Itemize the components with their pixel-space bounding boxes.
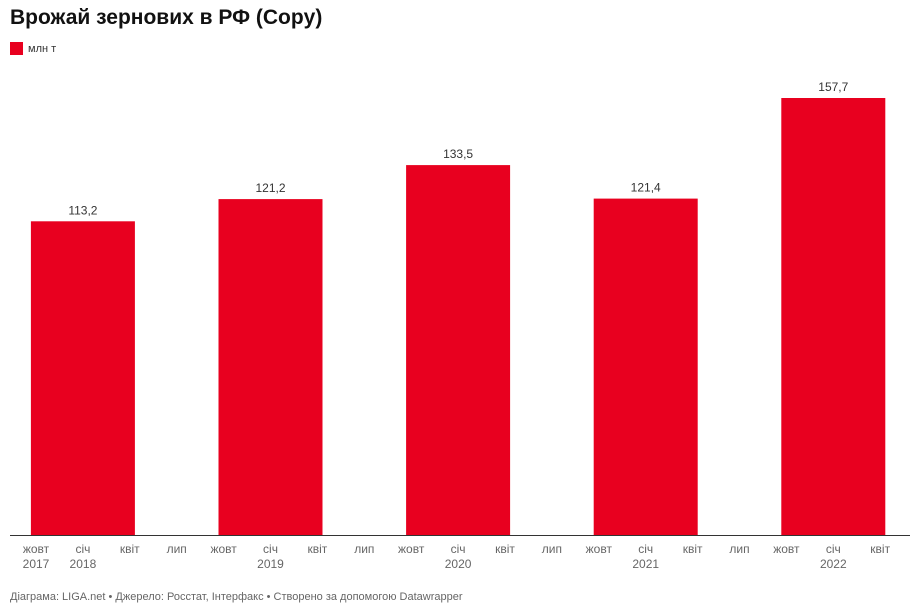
x-tick-year-label: 2018: [70, 557, 97, 571]
legend-label: млн т: [28, 42, 57, 55]
x-tick-label: січ: [263, 542, 278, 556]
bar: [406, 165, 511, 535]
x-tick-label: жовт: [586, 542, 613, 556]
bar-value-label: 157,7: [818, 80, 848, 94]
x-tick-label: жовт: [398, 542, 425, 556]
bar-value-label: 113,2: [68, 203, 97, 217]
x-tick-label: жовт: [773, 542, 800, 556]
x-tick-label: квіт: [120, 542, 140, 556]
x-tick-year-label: 2017: [23, 557, 50, 571]
x-tick-year-label: 2021: [632, 557, 659, 571]
x-tick-label: квіт: [495, 542, 515, 556]
x-tick-label: січ: [75, 542, 90, 556]
x-tick-label: жовт: [23, 542, 50, 556]
x-tick-year-label: 2019: [257, 557, 284, 571]
x-tick-label: жовт: [210, 542, 237, 556]
x-tick-label: лип: [542, 542, 562, 556]
x-tick-year-label: 2020: [445, 557, 472, 571]
bar-value-label: 121,2: [255, 181, 285, 195]
chart-title: Врожай зернових в РФ (Copy): [10, 6, 323, 29]
bar: [593, 198, 698, 535]
bar-value-label: 121,4: [631, 181, 661, 195]
x-tick-year-label: 2022: [820, 557, 847, 571]
bar: [218, 199, 323, 535]
x-tick-label: лип: [354, 542, 374, 556]
bar: [781, 98, 886, 535]
x-tick-label: квіт: [683, 542, 703, 556]
bar: [30, 221, 135, 536]
x-tick-label: січ: [826, 542, 841, 556]
bar-value-label: 133,5: [443, 147, 473, 161]
x-tick-label: січ: [451, 542, 466, 556]
x-tick-label: квіт: [870, 542, 890, 556]
legend-swatch: [10, 42, 23, 55]
x-tick-label: січ: [638, 542, 653, 556]
x-tick-label: лип: [167, 542, 187, 556]
x-tick-label: квіт: [308, 542, 328, 556]
footer-credits: Діаграма: LIGA.net • Джерело: Росстат, І…: [10, 591, 463, 603]
legend: млн т: [10, 42, 56, 55]
x-tick-label: лип: [729, 542, 749, 556]
